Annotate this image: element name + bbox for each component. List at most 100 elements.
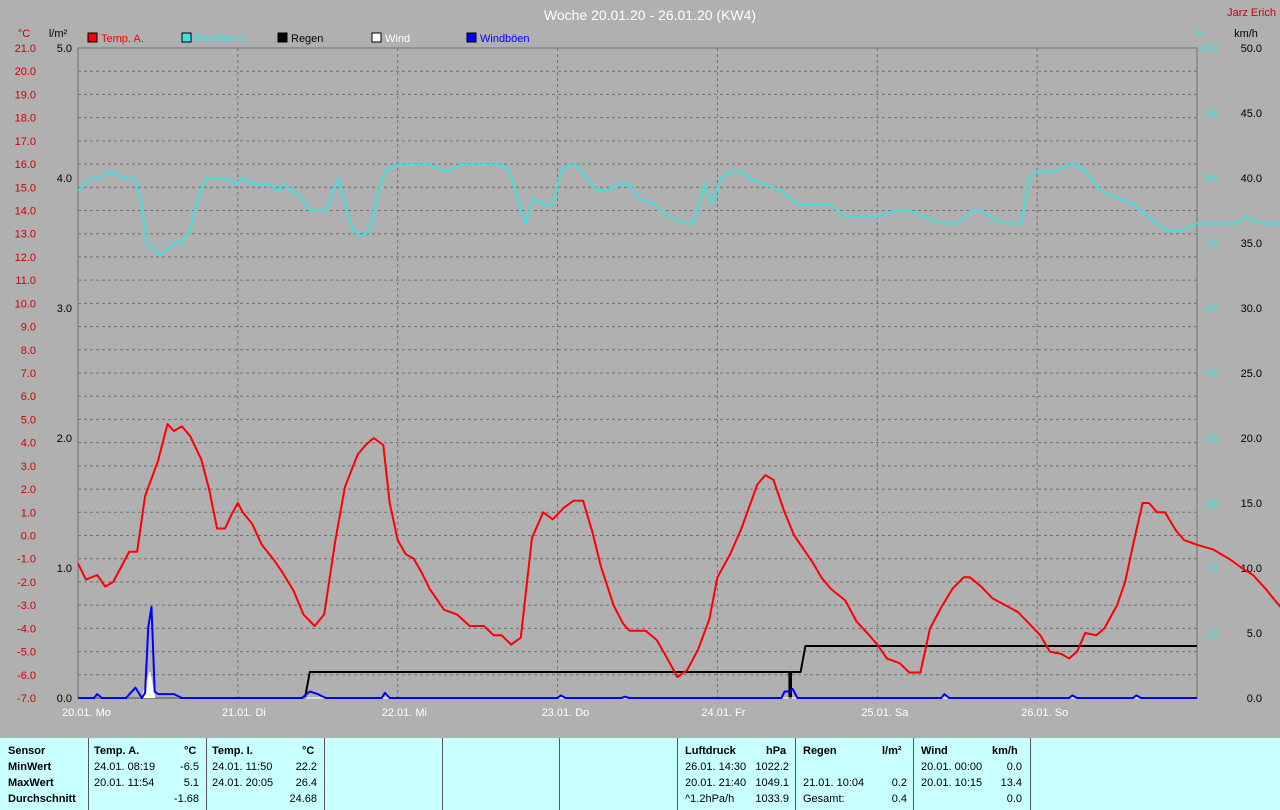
x-tick-label: 20.01. Mo [62,707,111,719]
temp-tick-label: 9.0 [21,322,36,334]
temp-tick-label: 5.0 [21,414,36,426]
temp-a-min-time: 24.01. 08:19 [94,761,156,773]
legend-label-rain: Regen [291,33,323,45]
temp-i-unit: °C [302,745,315,757]
x-tick-label: 21.01. Di [222,707,266,719]
temp-i-header: Temp. I. [212,745,253,757]
temp-tick-label: -2.0 [17,577,36,589]
legend-swatch-rain [277,32,288,43]
x-tick-label: 23.01. Do [542,707,590,719]
temp-tick-label: 0.0 [21,531,36,543]
temp-a-avg: -1.68 [173,793,199,805]
temp-a-max-value: 5.1 [183,777,199,789]
legend-label-temp: Temp. A. [101,33,144,45]
temp-i-max-time: 24.01. 20:05 [212,777,274,789]
axis-units: °C l/m² % km/h [18,28,1258,40]
temp-i-max-value: 26.4 [295,777,317,789]
wind-tick-label: 40.0 [1241,173,1262,185]
rain-tick-label: 3.0 [57,303,72,315]
legend-label-pressure: Feuchte A. [195,33,248,45]
temp-tick-label: 7.0 [21,368,36,380]
rain-unit-label: l/m² [49,28,68,40]
pressure-min-value: 1022.2 [755,761,789,773]
grid [77,47,1198,699]
series-windb-en [78,606,1197,699]
stats-divider [1030,738,1031,810]
series-temp-a- [77,423,1280,679]
humidity-tick-label: 40 [1206,433,1218,445]
temp-tick-label: 18.0 [15,113,36,125]
series-feuchte-a- [77,164,1280,257]
rain-max-value: 0.2 [891,777,907,789]
wind-tick-label: 35.0 [1241,238,1262,250]
wind-unit-label: km/h [1234,28,1258,40]
stats-divider [324,738,325,810]
rain-tick-label: 2.0 [57,433,72,445]
pressure-header: Luftdruck [685,745,736,757]
max-row-label: MaxWert [8,777,54,789]
min-row-label: MinWert [8,761,52,773]
wind-tick-label: 30.0 [1241,303,1262,315]
legend-swatch-pressure [181,32,192,43]
x-tick-label: 22.01. Mi [382,707,427,719]
temp-tick-label: 19.0 [15,89,36,101]
humidity-tick-label: 70 [1206,238,1218,250]
chart-title: Woche 20.01.20 - 26.01.20 (KW4) [544,7,756,23]
weather-chart: Woche 20.01.20 - 26.01.20 (KW4) Jarz Eri… [15,7,1280,719]
wind-max-value: 13.4 [1000,777,1022,789]
temp-i-min-value: 22.2 [295,761,317,773]
temp-tick-label: 15.0 [15,182,36,194]
legend-swatch-temp [87,32,98,43]
stats-table: Sensor MinWert MaxWert Durchschnitt Temp… [0,738,1280,810]
author-label: Jarz Erich [1227,7,1276,19]
wind-tick-label: 20.0 [1241,433,1262,445]
legend-swatch-gust [466,32,477,43]
wind-tick-label: 45.0 [1241,108,1262,120]
wind-min-value: 0.0 [1006,761,1022,773]
avg-row-label: Durchschnitt [8,793,76,805]
wind-header: Wind [921,745,948,757]
rain-max-time: 21.01. 10:04 [803,777,865,789]
humidity-tick-label: 100 [1200,43,1218,55]
temp-tick-label: -6.0 [17,670,36,682]
temp-tick-label: 1.0 [21,507,36,519]
axes: 21.0 20.0 19.0 18.0 17.0 16.0 15.0 14.0 13.0 12.0… [15,43,1262,719]
temp-tick-label: -4.0 [17,623,36,635]
temp-tick-label: 2.0 [21,484,36,496]
wind-tick-label: 10.0 [1241,563,1262,575]
temp-tick-label: -1.0 [17,554,36,566]
temp-tick-label: 3.0 [21,461,36,473]
series-wind [78,671,1197,699]
legend-label-wind: Wind [385,33,410,45]
temp-tick-label: 14.0 [15,206,36,218]
stats-divider [913,738,914,810]
temp-unit-label: °C [18,28,30,40]
wind-tick-label: 15.0 [1241,498,1262,510]
x-tick-label: 25.01. Sa [861,707,909,719]
temp-tick-label: 10.0 [15,298,36,310]
humidity-tick-label: 20 [1206,563,1218,575]
rain-unit: l/m² [882,745,902,757]
temp-tick-label: 13.0 [15,229,36,241]
temp-tick-label: -7.0 [17,693,36,705]
pressure-max-time: 20.01. 21:40 [685,777,747,789]
temp-a-unit: °C [184,745,197,757]
temp-tick-label: -5.0 [17,647,36,659]
pressure-max-value: 1049.1 [755,777,789,789]
temp-tick-label: 20.0 [15,66,36,78]
rain-header: Regen [803,745,837,757]
temp-tick-label: 16.0 [15,159,36,171]
temp-i-min-time: 24.01. 11:50 [212,761,273,773]
temp-a-max-time: 20.01. 11:54 [94,777,155,789]
humidity-tick-label: 90 [1206,108,1218,120]
stats-divider [206,738,207,810]
pressure-min-time: 26.01. 14:30 [685,761,747,773]
pressure-unit: hPa [766,745,787,757]
temp-tick-label: 21.0 [15,43,36,55]
sensor-header: Sensor [8,745,46,757]
legend-swatch-wind [371,32,382,43]
temp-tick-label: -3.0 [17,600,36,612]
stats-divider [677,738,678,810]
temp-tick-label: 11.0 [15,275,36,287]
stats-divider [795,738,796,810]
